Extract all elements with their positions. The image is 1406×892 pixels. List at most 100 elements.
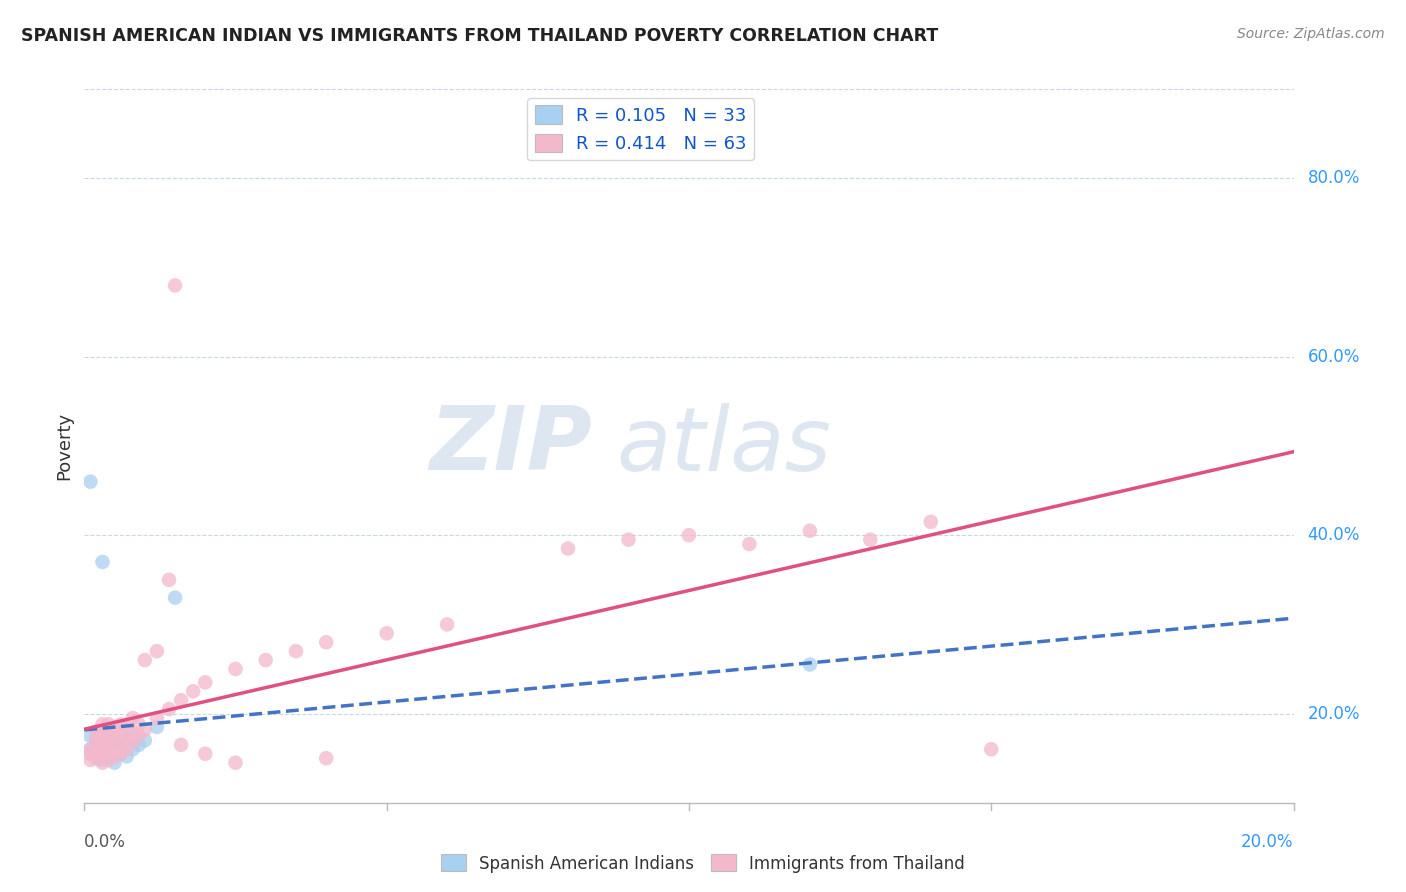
Point [225,662,247,676]
Point [799,657,821,672]
Point [79,742,101,756]
Point [79,747,101,761]
Point [91,724,114,739]
Point [86,744,108,758]
Point [97,744,120,758]
Point [225,756,247,770]
Point [194,675,217,690]
Point [104,749,127,764]
Point [86,735,108,749]
Point [128,738,150,752]
Point [79,729,101,743]
Point [97,729,120,743]
Point [146,644,169,658]
Point [97,742,120,756]
Point [91,555,114,569]
Point [86,751,108,765]
Point [91,717,114,731]
Point [121,735,143,749]
Point [91,756,114,770]
Legend: Spanish American Indians, Immigrants from Thailand: Spanish American Indians, Immigrants fro… [434,847,972,880]
Point [121,711,143,725]
Point [284,644,308,658]
Point [163,591,186,605]
Point [104,740,127,755]
Point [97,753,120,767]
Point [97,729,120,743]
Point [315,635,337,649]
Point [79,747,101,761]
Point [86,726,108,740]
Point [110,717,132,731]
Point [86,731,108,746]
Text: ZIP: ZIP [429,402,592,490]
Text: 20.0%: 20.0% [1308,705,1360,723]
Point [104,739,127,754]
Point [678,528,700,542]
Point [181,684,204,698]
Point [146,720,169,734]
Point [128,717,150,731]
Point [128,729,150,743]
Point [134,723,156,737]
Point [157,573,180,587]
Point [91,740,114,755]
Point [115,720,138,734]
Point [920,515,942,529]
Text: 60.0%: 60.0% [1308,348,1360,366]
Point [980,742,1002,756]
Point [557,541,579,556]
Point [134,733,156,747]
Point [79,742,101,756]
Point [254,653,277,667]
Point [79,753,101,767]
Point [121,729,143,743]
Text: Source: ZipAtlas.com: Source: ZipAtlas.com [1237,27,1385,41]
Point [121,726,143,740]
Legend: R = 0.105   N = 33, R = 0.414   N = 63: R = 0.105 N = 33, R = 0.414 N = 63 [527,98,754,161]
Point [91,747,114,761]
Point [170,693,193,707]
Point [110,738,132,752]
Point [97,717,120,731]
Point [375,626,398,640]
Point [436,617,458,632]
Text: 40.0%: 40.0% [1308,526,1360,544]
Point [104,756,127,770]
Point [121,742,143,756]
Point [91,733,114,747]
Point [91,726,114,740]
Point [97,738,120,752]
Point [799,524,821,538]
Point [86,731,108,746]
Text: atlas: atlas [616,403,831,489]
Point [97,749,120,764]
Point [110,747,132,761]
Point [91,753,114,767]
Text: 20.0%: 20.0% [1241,833,1294,851]
Point [104,744,127,758]
Point [617,533,640,547]
Point [157,702,180,716]
Point [86,751,108,765]
Point [104,731,127,746]
Point [110,726,132,740]
Point [134,653,156,667]
Point [91,740,114,755]
Point [91,747,114,761]
Point [86,738,108,752]
Point [86,724,108,739]
Text: 0.0%: 0.0% [84,833,127,851]
Text: 80.0%: 80.0% [1308,169,1360,187]
Point [86,742,108,756]
Point [738,537,761,551]
Point [110,747,132,761]
Point [97,738,120,752]
Y-axis label: Poverty: Poverty [55,412,73,480]
Point [79,475,101,489]
Point [115,742,138,756]
Point [194,747,217,761]
Point [170,738,193,752]
Point [115,731,138,746]
Point [146,711,169,725]
